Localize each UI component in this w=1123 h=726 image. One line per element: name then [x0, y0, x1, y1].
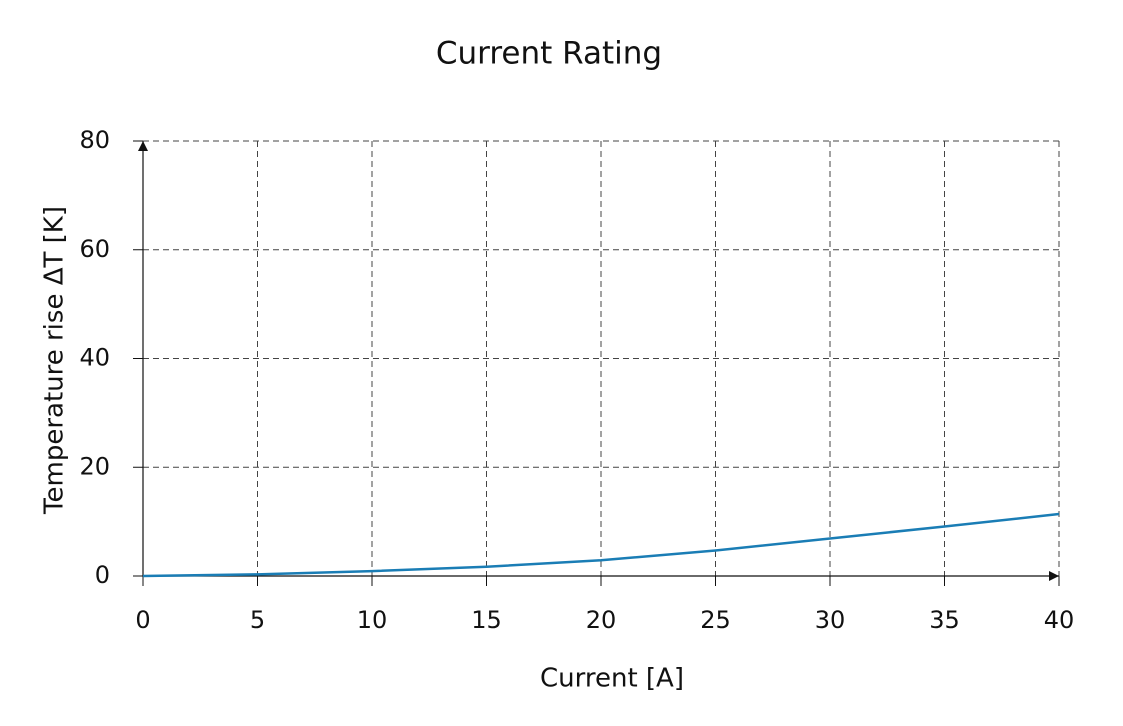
y-tick-label: 20 — [79, 452, 110, 480]
y-tick-label: 60 — [79, 235, 110, 263]
y-axis-label: Temperature rise ΔT [K] — [40, 206, 70, 515]
x-tick-label: 10 — [357, 606, 388, 634]
x-axis-label: Current [A] — [540, 664, 684, 694]
x-tick-label: 15 — [471, 606, 502, 634]
x-tick-label: 20 — [586, 606, 617, 634]
y-tick-label: 80 — [79, 126, 110, 154]
x-tick-label: 35 — [929, 606, 960, 634]
data-line — [142, 512, 1060, 578]
x-tick-label: 30 — [815, 606, 846, 634]
y-tick-label: 40 — [79, 344, 110, 372]
x-tick-label: 5 — [250, 606, 265, 634]
y-tick-label: 0 — [95, 561, 110, 589]
chart-title: Current Rating — [436, 36, 662, 72]
x-tick-label: 0 — [135, 606, 150, 634]
x-tick-label: 40 — [1044, 606, 1075, 634]
x-tick-label: 25 — [700, 606, 731, 634]
